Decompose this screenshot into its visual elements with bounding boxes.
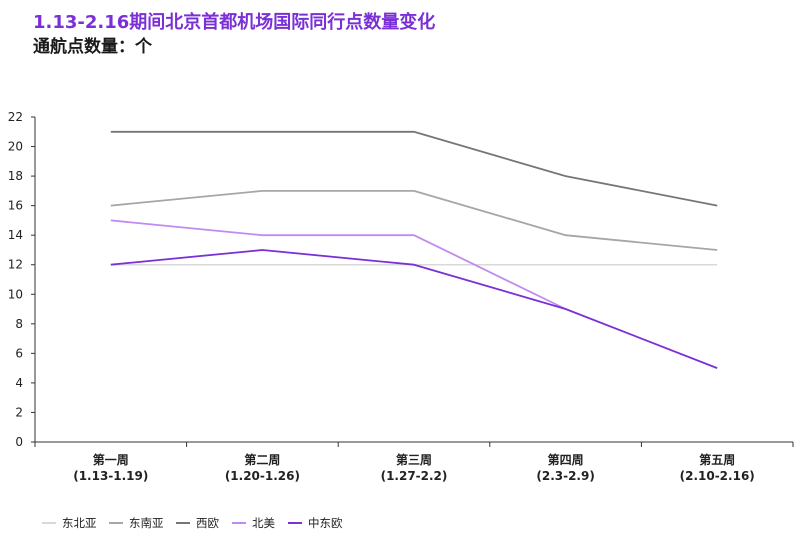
x-category-label: 第三周 xyxy=(396,452,432,467)
series-line-5 xyxy=(110,249,718,369)
x-category-label: 第一周 xyxy=(93,452,129,467)
legend-label: 东南亚 xyxy=(129,516,164,530)
legend-label: 北美 xyxy=(252,516,275,530)
x-axis: 第一周 (1.13-1.19) 第二周 (1.20-1.26) 第三周 (1.27-2.2… xyxy=(34,441,794,483)
y-tick-label: 10 xyxy=(8,287,23,301)
y-tick-label: 4 xyxy=(15,376,23,390)
series-line-2 xyxy=(110,189,718,251)
chart-subtitle: 通航点数量：个 xyxy=(33,37,152,57)
y-tick-label: 18 xyxy=(8,169,23,183)
y-tick-label: 20 xyxy=(8,140,23,154)
y-tick-label: 6 xyxy=(15,346,23,360)
y-tick-label: 16 xyxy=(8,199,23,213)
y-tick-label: 14 xyxy=(8,228,23,242)
y-tick-label: 0 xyxy=(15,435,23,449)
y-axis: 0 2 4 6 8 10 12 14 16 18 20 22 xyxy=(8,110,36,449)
chart-title: 1.13-2.16期间北京首都机场国际同行点数量变化 xyxy=(33,12,436,33)
x-category-range: (1.13-1.19) xyxy=(73,469,148,483)
legend-label: 东北亚 xyxy=(62,516,97,530)
x-category-range: (2.3-2.9) xyxy=(536,469,594,483)
series-lines xyxy=(110,130,718,369)
y-tick-label: 8 xyxy=(15,317,23,331)
series-line-3 xyxy=(110,130,718,207)
y-tick-label: 12 xyxy=(8,258,23,272)
x-category-label: 第二周 xyxy=(244,452,280,467)
x-category-range: (2.10-2.16) xyxy=(680,469,755,483)
legend-label: 西欧 xyxy=(196,516,219,530)
x-category-label: 第五周 xyxy=(699,452,735,467)
legend-label: 中东欧 xyxy=(308,516,343,530)
y-tick-label: 22 xyxy=(8,110,23,124)
x-category-label: 第四周 xyxy=(548,452,584,467)
y-tick-label: 2 xyxy=(15,405,23,419)
x-category-range: (1.20-1.26) xyxy=(225,469,300,483)
x-category-range: (1.27-2.2) xyxy=(381,469,448,483)
legend: 东北亚 东南亚 西欧 北美 中东欧 xyxy=(42,516,343,530)
series-line-4 xyxy=(110,219,566,310)
